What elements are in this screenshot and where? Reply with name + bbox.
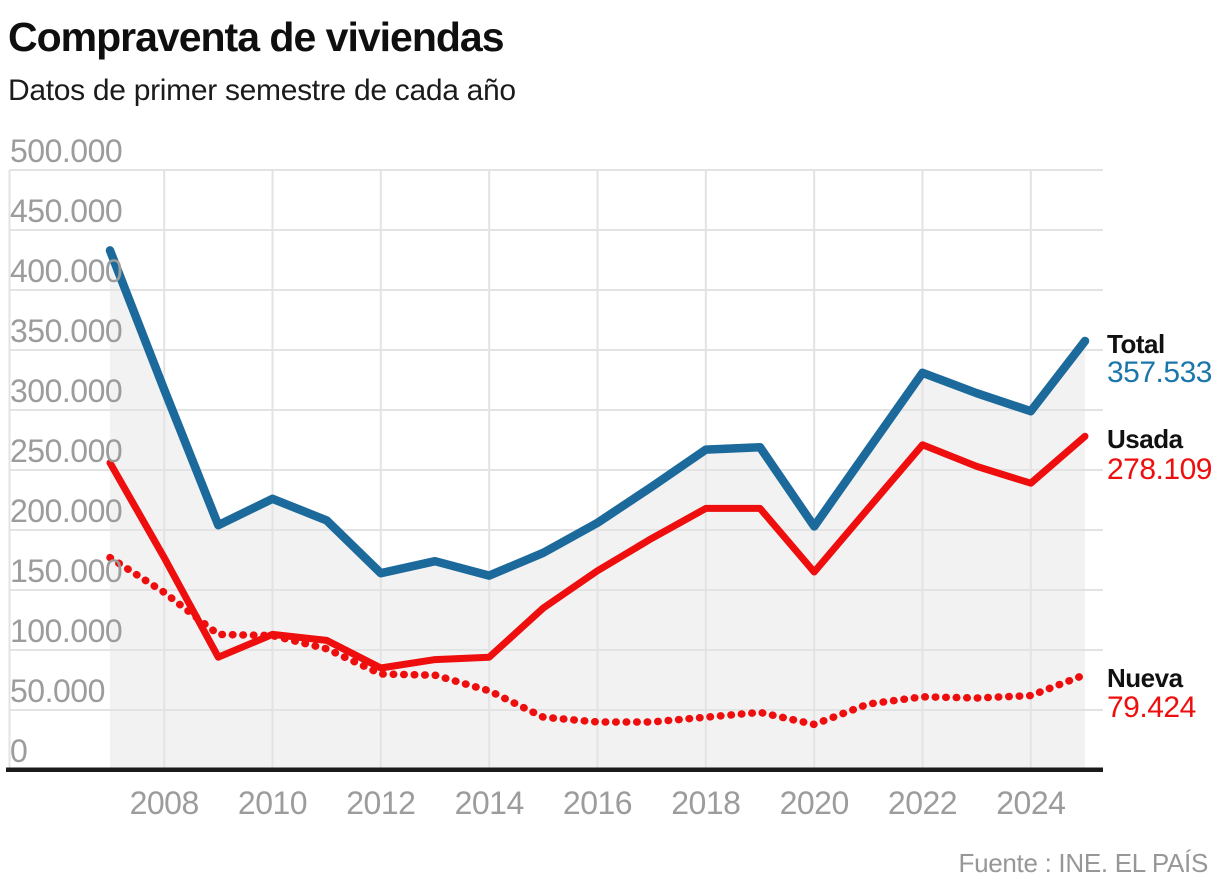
y-tick-label: 150.000	[10, 553, 123, 589]
y-tick-label: 300.000	[10, 373, 123, 409]
series-total	[105, 246, 1090, 580]
total-area-fill	[110, 250, 1085, 770]
chart-subtitle: Datos de primer semestre de cada año	[8, 74, 516, 107]
x-tick-label: 2018	[671, 785, 741, 821]
x-tick-label: 2016	[562, 785, 633, 821]
x-tick-label: 2014	[454, 785, 525, 821]
x-tick-label: 2022	[887, 785, 958, 821]
legend-label-nueva: Nueva	[1107, 663, 1183, 693]
legend-label-total: Total	[1107, 329, 1165, 359]
y-tick-label: 100.000	[10, 613, 123, 649]
y-tick-label: 250.000	[10, 433, 123, 469]
source-credit: Fuente : INE. EL PAÍS	[958, 848, 1209, 878]
y-tick-label: 500.000	[10, 133, 123, 169]
x-tick-label: 2008	[129, 785, 200, 821]
x-tick-label: 2012	[346, 785, 416, 821]
x-tick-label: 2010	[237, 785, 308, 821]
y-tick-label: 350.000	[10, 313, 123, 349]
y-tick-label: 0	[10, 733, 28, 769]
y-tick-label: 450.000	[10, 193, 123, 229]
y-tick-label: 400.000	[10, 253, 123, 289]
x-tick-label: 2020	[779, 785, 850, 821]
chart-title: Compraventa de viviendas	[8, 14, 505, 60]
y-tick-label: 200.000	[10, 493, 123, 529]
x-tick-label: 2024	[996, 785, 1066, 821]
series-nueva	[106, 553, 1089, 729]
legend-value-total: 357.533	[1107, 356, 1212, 389]
legend-value-usada: 278.109	[1107, 453, 1212, 486]
x-axis-line	[6, 767, 1103, 772]
y-tick-label: 50.000	[10, 673, 105, 709]
legend-value-nueva: 79.424	[1107, 691, 1196, 724]
legend-label-usada: Usada	[1107, 424, 1183, 454]
